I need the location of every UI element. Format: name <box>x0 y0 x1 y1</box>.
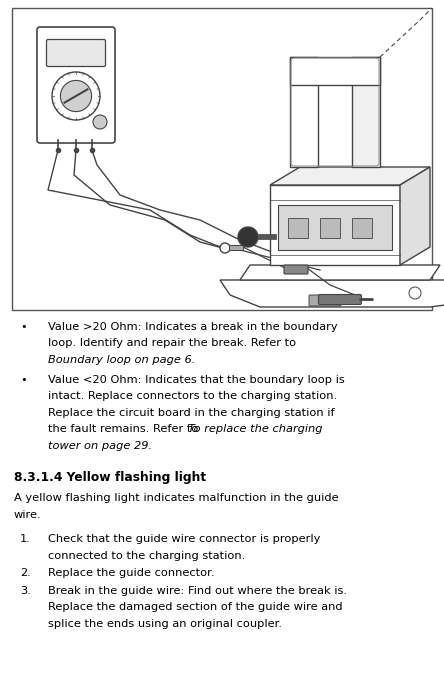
Bar <box>12 8 432 310</box>
Text: 1.: 1. <box>20 535 31 545</box>
Text: Break in the guide wire: Find out where the break is.: Break in the guide wire: Find out where … <box>48 586 347 596</box>
Text: 8.3.1.4 Yellow flashing light: 8.3.1.4 Yellow flashing light <box>14 471 206 484</box>
Polygon shape <box>400 167 430 265</box>
Text: Check that the guide wire connector is properly: Check that the guide wire connector is p… <box>48 535 321 545</box>
Bar <box>352 218 372 238</box>
Polygon shape <box>240 265 440 280</box>
Text: intact. Replace connectors to the charging station.: intact. Replace connectors to the chargi… <box>48 391 337 401</box>
Bar <box>320 218 340 238</box>
Text: Value >20 Ohm: Indicates a break in the boundary: Value >20 Ohm: Indicates a break in the … <box>48 322 337 332</box>
FancyBboxPatch shape <box>309 295 341 306</box>
Circle shape <box>409 287 421 299</box>
Text: •: • <box>20 374 27 385</box>
Bar <box>290 57 380 85</box>
Text: wire.: wire. <box>14 510 42 520</box>
FancyBboxPatch shape <box>47 39 106 66</box>
Circle shape <box>93 115 107 129</box>
Text: •: • <box>20 322 27 332</box>
Text: Value <20 Ohm: Indicates that the boundary loop is: Value <20 Ohm: Indicates that the bounda… <box>48 374 345 385</box>
Bar <box>229 245 243 250</box>
Text: loop. Identify and repair the break. Refer to: loop. Identify and repair the break. Ref… <box>48 339 296 349</box>
Bar <box>288 218 308 238</box>
Circle shape <box>60 80 91 111</box>
Text: Replace the damaged section of the guide wire and: Replace the damaged section of the guide… <box>48 603 343 612</box>
Text: A yellow flashing light indicates malfunction in the guide: A yellow flashing light indicates malfun… <box>14 494 339 503</box>
Text: tower on page 29.: tower on page 29. <box>48 441 152 451</box>
Bar <box>290 57 318 167</box>
Text: 2.: 2. <box>20 568 31 578</box>
Polygon shape <box>270 167 430 185</box>
Polygon shape <box>220 280 444 307</box>
Text: Replace the circuit board in the charging station if: Replace the circuit board in the chargin… <box>48 407 335 418</box>
Text: To replace the charging: To replace the charging <box>188 424 322 434</box>
FancyBboxPatch shape <box>37 27 115 143</box>
FancyBboxPatch shape <box>318 295 361 304</box>
Circle shape <box>220 243 230 253</box>
Bar <box>278 205 392 250</box>
Text: splice the ends using an original coupler.: splice the ends using an original couple… <box>48 619 282 629</box>
Text: Replace the guide connector.: Replace the guide connector. <box>48 568 214 578</box>
Bar <box>270 185 400 265</box>
Text: 3.: 3. <box>20 586 31 596</box>
Circle shape <box>52 72 100 120</box>
FancyBboxPatch shape <box>284 265 308 274</box>
Bar <box>258 234 276 239</box>
Text: the fault remains. Refer to: the fault remains. Refer to <box>48 424 202 434</box>
Text: connected to the charging station.: connected to the charging station. <box>48 551 245 561</box>
Circle shape <box>238 227 258 247</box>
Bar <box>352 57 380 167</box>
Text: Boundary loop on page 6.: Boundary loop on page 6. <box>48 355 195 365</box>
